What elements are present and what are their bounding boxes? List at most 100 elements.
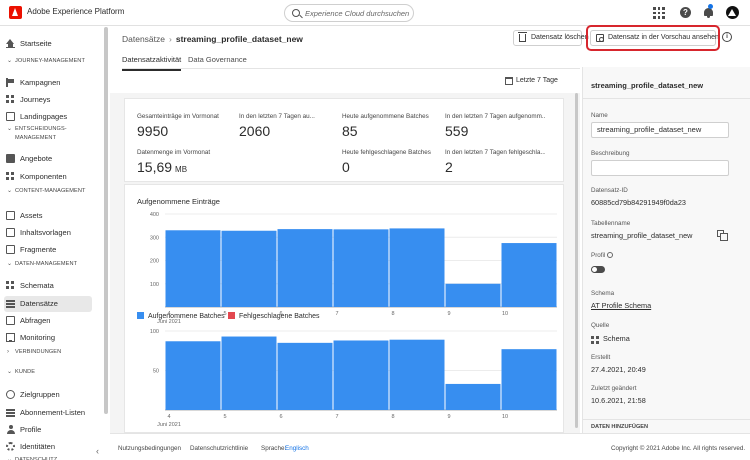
sidebar-item-label: Inhaltsvorlagen [20,228,71,237]
sidebar-section-label: ENTSCHEIDUNGS-MANAGEMENT [15,126,67,141]
stat-value: 15,69 [137,159,173,175]
sidebar-item-angebote[interactable]: Angebote [0,151,96,167]
stat-item: In den letzten 7 Tagen au... 2060 [239,113,339,139]
notifications-bell-icon[interactable] [702,6,716,20]
stat-item: Gesamteinträge im Vormonat 9950 [137,113,237,139]
delete-dataset-button[interactable]: Datensatz löschen [513,30,589,46]
bar-8-series-0 [389,228,445,307]
sidebar-item-assets[interactable]: Assets [0,208,96,224]
apps-grid-icon[interactable] [652,6,666,20]
x-tick-label: 6 [279,311,282,317]
copy-icon[interactable] [717,230,728,241]
sidebar-item-monitoring[interactable]: Monitoring [0,330,96,346]
bar-7-series-0 [333,229,389,307]
audience-icon [6,390,15,399]
stat-item: Datenmenge im Vormonat 15,69 MB [137,149,237,175]
stat-label: In den letzten 7 Tagen fehlgeschla... [445,149,545,156]
search-box[interactable] [284,4,414,22]
x-axis-month-label: Juni 2021 [157,319,181,325]
sidebar-item-abonnement-listen[interactable]: Abonnement-Listen [0,405,96,421]
collapse-sidebar-icon[interactable]: ‹ [96,446,99,456]
tab-dataset-activity[interactable]: Datensatzaktivität [122,55,182,71]
sidebar-item-landingpages[interactable]: Landingpages [0,109,96,125]
profile-label-text: Profil [591,252,606,259]
stat-value: 2 [445,159,453,175]
date-range-button[interactable]: Letzte 7 Tage [502,74,563,89]
identity-icon [6,442,15,451]
sidebar-item-abfragen[interactable]: Abfragen [0,313,96,329]
preview-icon [596,34,604,42]
preview-dataset-button[interactable]: Datensatz in der Vorschau ansehen [590,30,719,46]
sidebar-item-komponenten[interactable]: Komponenten [0,169,96,185]
main-content: Datensätze › streaming_profile_dataset_new… [110,27,580,433]
privacy-link[interactable]: Datenschutzrichtlinie [190,445,249,452]
bar-6-series-0 [277,342,333,410]
stat-label: Datenmenge im Vormonat [137,149,211,156]
preview-dataset-label: Datensatz in der Vorschau ansehen [608,34,719,41]
x-tick-label: 7 [335,311,338,317]
x-tick-label: 6 [279,414,282,420]
sidebar-scrollbar[interactable] [104,27,108,414]
description-field[interactable] [591,160,729,176]
rail-section-divider [583,419,750,420]
stat-item: In den letzten 7 Tagen fehlgeschla... 2 [445,149,545,175]
sidebar-item-label: Komponenten [20,172,67,181]
name-field[interactable]: streaming_profile_dataset_new [591,122,729,138]
sidebar-item-label: Journeys [20,95,51,104]
chevron-down-icon: ⌄ [7,188,13,194]
sidebar-item-profile[interactable]: Profile [0,422,96,438]
sidebar-item-label: Zielgruppen [20,390,60,399]
language-link[interactable]: Englisch [285,445,309,452]
legend-failed-batches: Fehlgeschlagene Batches [228,312,320,320]
sidebar-item-kampagnen[interactable]: Kampagnen [0,75,96,91]
sidebar-item-label: Abfragen [20,316,51,325]
sidebar-item-zielgruppen[interactable]: Zielgruppen [0,387,96,403]
sidebar-item-identitäten[interactable]: Identitäten [0,439,96,455]
sidebar-section-label: DATEN-MANAGEMENT [15,261,78,267]
sidebar-item-startseite[interactable]: Startseite [0,36,96,52]
schema-link[interactable]: AT Profile Schema [591,301,652,310]
sidebar-item-label: Abonnement-Listen [20,408,86,417]
legend-label-ingested: Aufgenommene Batches [148,313,225,320]
stats-card: Gesamteinträge im Vormonat 9950 In den let… [124,98,564,182]
main-scrollbar[interactable] [575,93,578,428]
table-name-label: Tabellenname [591,220,631,227]
stat-value-wrap: 15,69 MB [137,159,237,175]
preview-button-highlight [586,25,720,51]
footer: Nutzungsbedingungen Datenschutzrichtlini… [110,433,750,460]
user-avatar[interactable] [726,6,739,19]
x-tick-label: 10 [502,311,508,317]
chevron-right-icon: › [7,349,10,355]
help-icon[interactable] [679,6,693,20]
dataset-id-label: Datensatz-ID [591,187,628,194]
stat-value-wrap: 9950 [137,123,237,139]
search-icon [292,9,300,17]
list-icon [6,408,15,417]
stat-label: Gesamteinträge im Vormonat [137,113,219,120]
search-input[interactable] [305,7,411,19]
tab-data-governance[interactable]: Data Governance [188,55,247,64]
y-tick-label: 50 [153,369,159,375]
x-tick-label: 5 [223,311,226,317]
profile-toggle[interactable] [591,266,605,273]
terms-link[interactable]: Nutzungsbedingungen [118,445,182,452]
bar-4-series-0 [165,341,221,410]
profile-label: Profil [591,252,614,259]
template-icon [6,228,15,237]
profile-info-icon[interactable] [607,252,614,258]
breadcrumb-datasets-link[interactable]: Datensätze [122,34,165,44]
legend-swatch-failed [228,312,235,319]
components-icon [6,172,15,181]
sidebar-item-journeys[interactable]: Journeys [0,92,96,108]
sidebar-item-inhaltsvorlagen[interactable]: Inhaltsvorlagen [0,225,96,241]
sidebar-section-label: VERBINDUNGEN [15,349,62,355]
info-icon[interactable]: i [722,32,732,42]
chevron-down-icon: ⌄ [7,369,13,375]
calendar-icon [505,77,513,85]
sidebar-item-datensätze[interactable]: Datensätze [4,296,92,312]
sidebar-item-fragmente[interactable]: Fragmente [0,242,96,258]
legend-label-failed: Fehlgeschlagene Batches [239,313,320,320]
adobe-logo-icon[interactable] [9,6,22,19]
sidebar-item-schemata[interactable]: Schemata [0,278,96,294]
